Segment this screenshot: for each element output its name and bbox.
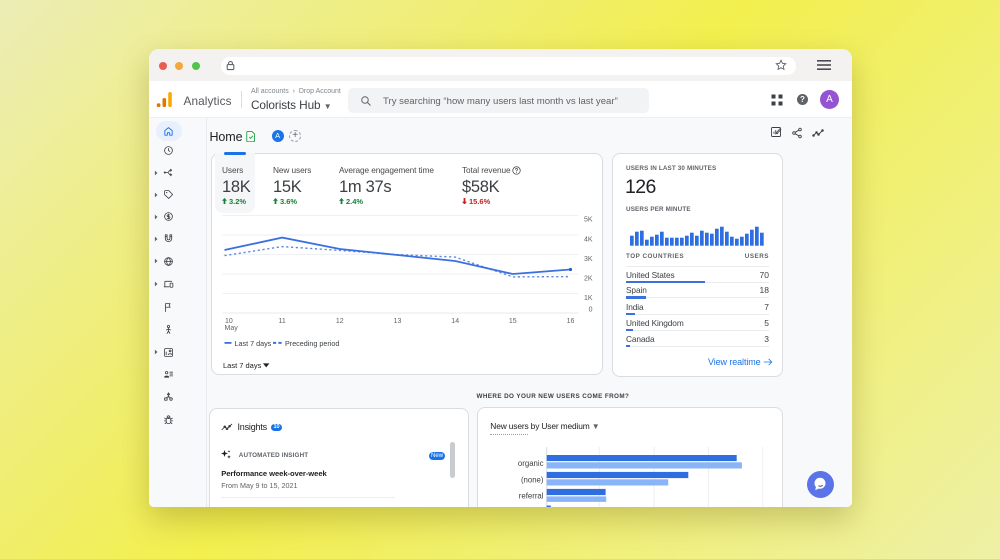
svg-text:organic: organic [518,459,544,468]
svg-text:5K: 5K [583,217,592,224]
svg-text:(none): (none) [521,475,544,484]
svg-text:13: 13 [393,318,401,325]
svg-text:11: 11 [278,318,285,325]
svg-text:3K: 3K [583,256,592,263]
svg-text:4K: 4K [583,237,592,244]
svg-text:14: 14 [451,318,459,325]
svg-text:referral: referral [519,492,544,501]
svg-text:Last 7 days: Last 7 days [223,361,262,370]
svg-text:1K: 1K [583,295,592,302]
svg-text:Last 7 days: Last 7 days [234,339,271,348]
svg-text:10: 10 [225,318,233,325]
svg-text:2K: 2K [583,276,592,283]
svg-text:16: 16 [566,318,574,325]
svg-text:Preceding period: Preceding period [285,339,339,348]
svg-text:15: 15 [508,318,516,325]
svg-text:0: 0 [588,306,592,313]
svg-text:12: 12 [335,318,343,325]
svg-text:May: May [224,325,238,332]
